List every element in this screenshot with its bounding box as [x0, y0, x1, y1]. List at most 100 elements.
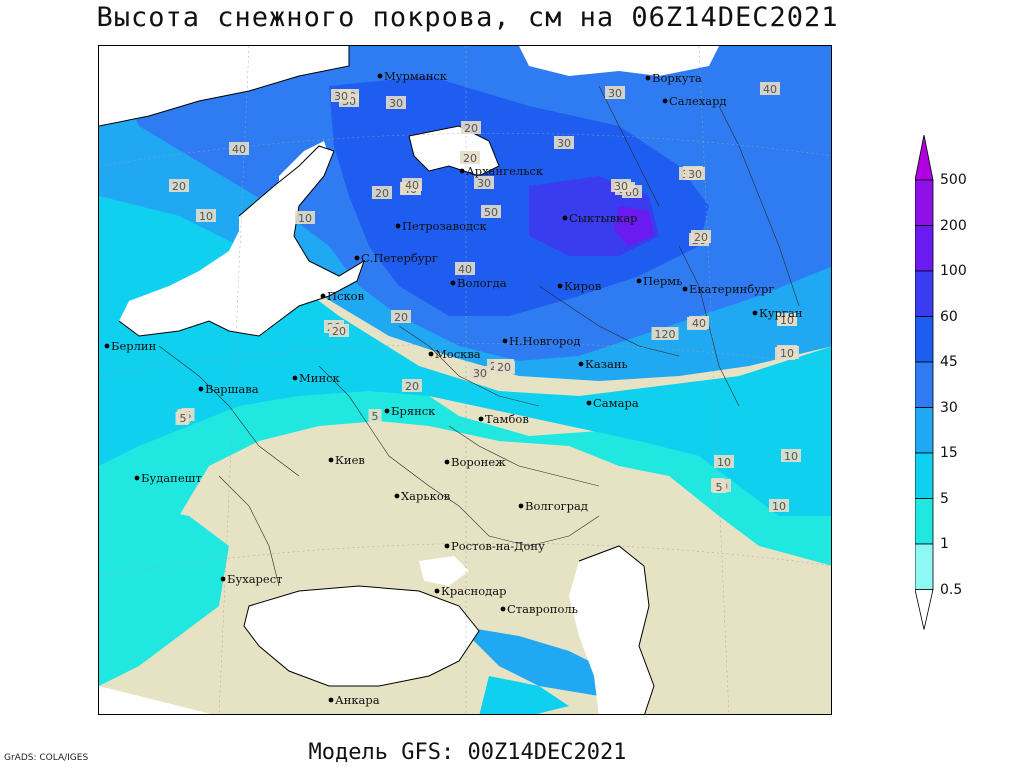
city-marker [354, 255, 360, 261]
contour-value-label: 40 [229, 142, 249, 156]
svg-text:20: 20 [463, 152, 477, 165]
city-marker [578, 361, 584, 367]
city-marker [320, 293, 326, 299]
city-label: Берлин [111, 339, 157, 353]
svg-text:5: 5 [372, 410, 379, 423]
legend-swatch [915, 316, 934, 363]
contour-value-label: 5 [176, 411, 190, 425]
svg-text:10: 10 [717, 456, 731, 469]
svg-text:30: 30 [389, 97, 403, 110]
contour-value-label: 40 [689, 316, 709, 330]
svg-text:5: 5 [180, 412, 187, 425]
contour-value-label: 40 [455, 262, 475, 276]
contour-value-label: 30 [554, 136, 574, 150]
city-marker [557, 283, 563, 289]
city-marker [198, 386, 204, 392]
city-marker [518, 503, 524, 509]
city-marker [586, 400, 592, 406]
city-label: Бухарест [227, 572, 283, 586]
city-label: Курган [759, 306, 803, 320]
legend-swatch [915, 270, 934, 317]
svg-text:40: 40 [458, 263, 472, 276]
city-label: Брянск [391, 404, 436, 418]
snow-fill-turkey [479, 676, 569, 714]
legend-swatch [915, 225, 934, 272]
snow-depth-map: 3030303020303020204030201040403020306060… [98, 45, 832, 715]
legend-level-label: 0.5 [940, 581, 963, 598]
contour-labels: 3030303020303020204030201040403020306060… [169, 82, 801, 513]
contour-value-label: 30 [685, 167, 705, 181]
city-marker [328, 457, 334, 463]
contour-value-label: 20 [402, 379, 422, 393]
city-markers: Мурманск Воркута Салехард Архангельск Сыктыв… [104, 69, 803, 707]
contour-value-label: 30 [331, 89, 351, 103]
city-label: Архангельск [466, 164, 544, 178]
svg-text:30: 30 [557, 137, 571, 150]
city-label: Воронеж [451, 455, 506, 469]
city-label: Сыктывкар [569, 211, 638, 225]
contour-value-label: 20 [460, 151, 480, 165]
snow-fill-balkans [99, 506, 229, 686]
barents-sea [99, 46, 349, 126]
contour-value-label: 30 [386, 96, 406, 110]
city-marker [636, 278, 642, 284]
city-marker [134, 475, 140, 481]
city-marker [434, 588, 440, 594]
contour-value-label: 30 [605, 86, 625, 100]
svg-text:20: 20 [172, 180, 186, 193]
city-label: Воркута [652, 71, 702, 85]
contour-value-label: 10 [196, 209, 216, 223]
legend-swatch [915, 498, 934, 545]
contour-value-label: 20 [461, 121, 481, 135]
svg-text:20: 20 [332, 325, 346, 338]
svg-text:30: 30 [688, 168, 702, 181]
city-label: Анкара [335, 693, 380, 707]
city-label: Краснодар [441, 584, 506, 598]
legend-level-label: 200 [940, 217, 967, 234]
city-marker [478, 416, 484, 422]
city-label: Мурманск [384, 69, 448, 83]
city-label: Самара [593, 396, 639, 410]
legend-bottom-arrow [915, 589, 934, 630]
color-legend: 500 200 100 60 45 30 15 5 1 0.5 [915, 135, 995, 635]
contour-value-label: 5 [368, 409, 382, 423]
grads-credit: GrADS: COLA/IGES [4, 753, 89, 763]
svg-text:40: 40 [405, 179, 419, 192]
city-label: Ростов-на-Дону [451, 539, 545, 553]
contour-value-label: 10 [769, 499, 789, 513]
mediterranean [99, 686, 211, 714]
contour-value-label: 20 [169, 179, 189, 193]
svg-text:20: 20 [497, 361, 511, 374]
svg-text:30: 30 [614, 180, 628, 193]
city-marker [395, 223, 401, 229]
city-marker [500, 606, 506, 612]
city-label: Волгоград [525, 499, 588, 513]
city-marker [682, 286, 688, 292]
map-svg: 3030303020303020204030201040403020306060… [99, 46, 831, 714]
snow-fill-100 [614, 206, 654, 246]
svg-text:50: 50 [484, 206, 498, 219]
city-label: Екатеринбург [689, 282, 774, 296]
legend-level-label: 15 [940, 445, 958, 461]
svg-text:20: 20 [405, 380, 419, 393]
svg-text:10: 10 [298, 212, 312, 225]
snow-fill-caucasus [459, 626, 619, 696]
contour-value-label: 20 [691, 230, 711, 244]
contour-value-label: 10 [714, 455, 734, 469]
svg-text:10: 10 [772, 500, 786, 513]
legend-colorbar [915, 135, 934, 630]
city-marker [444, 543, 450, 549]
legend-swatch [915, 179, 934, 226]
svg-text:20: 20 [394, 311, 408, 324]
city-marker [377, 73, 383, 79]
city-label: Киров [564, 279, 601, 293]
city-marker [645, 75, 651, 81]
city-label: Казань [585, 357, 628, 371]
svg-text:30: 30 [334, 90, 348, 103]
country-borders [158, 85, 800, 587]
city-marker [292, 375, 298, 381]
svg-text:30: 30 [477, 177, 491, 190]
city-marker [562, 215, 568, 221]
svg-text:10: 10 [784, 450, 798, 463]
caspian-sea [569, 546, 654, 714]
